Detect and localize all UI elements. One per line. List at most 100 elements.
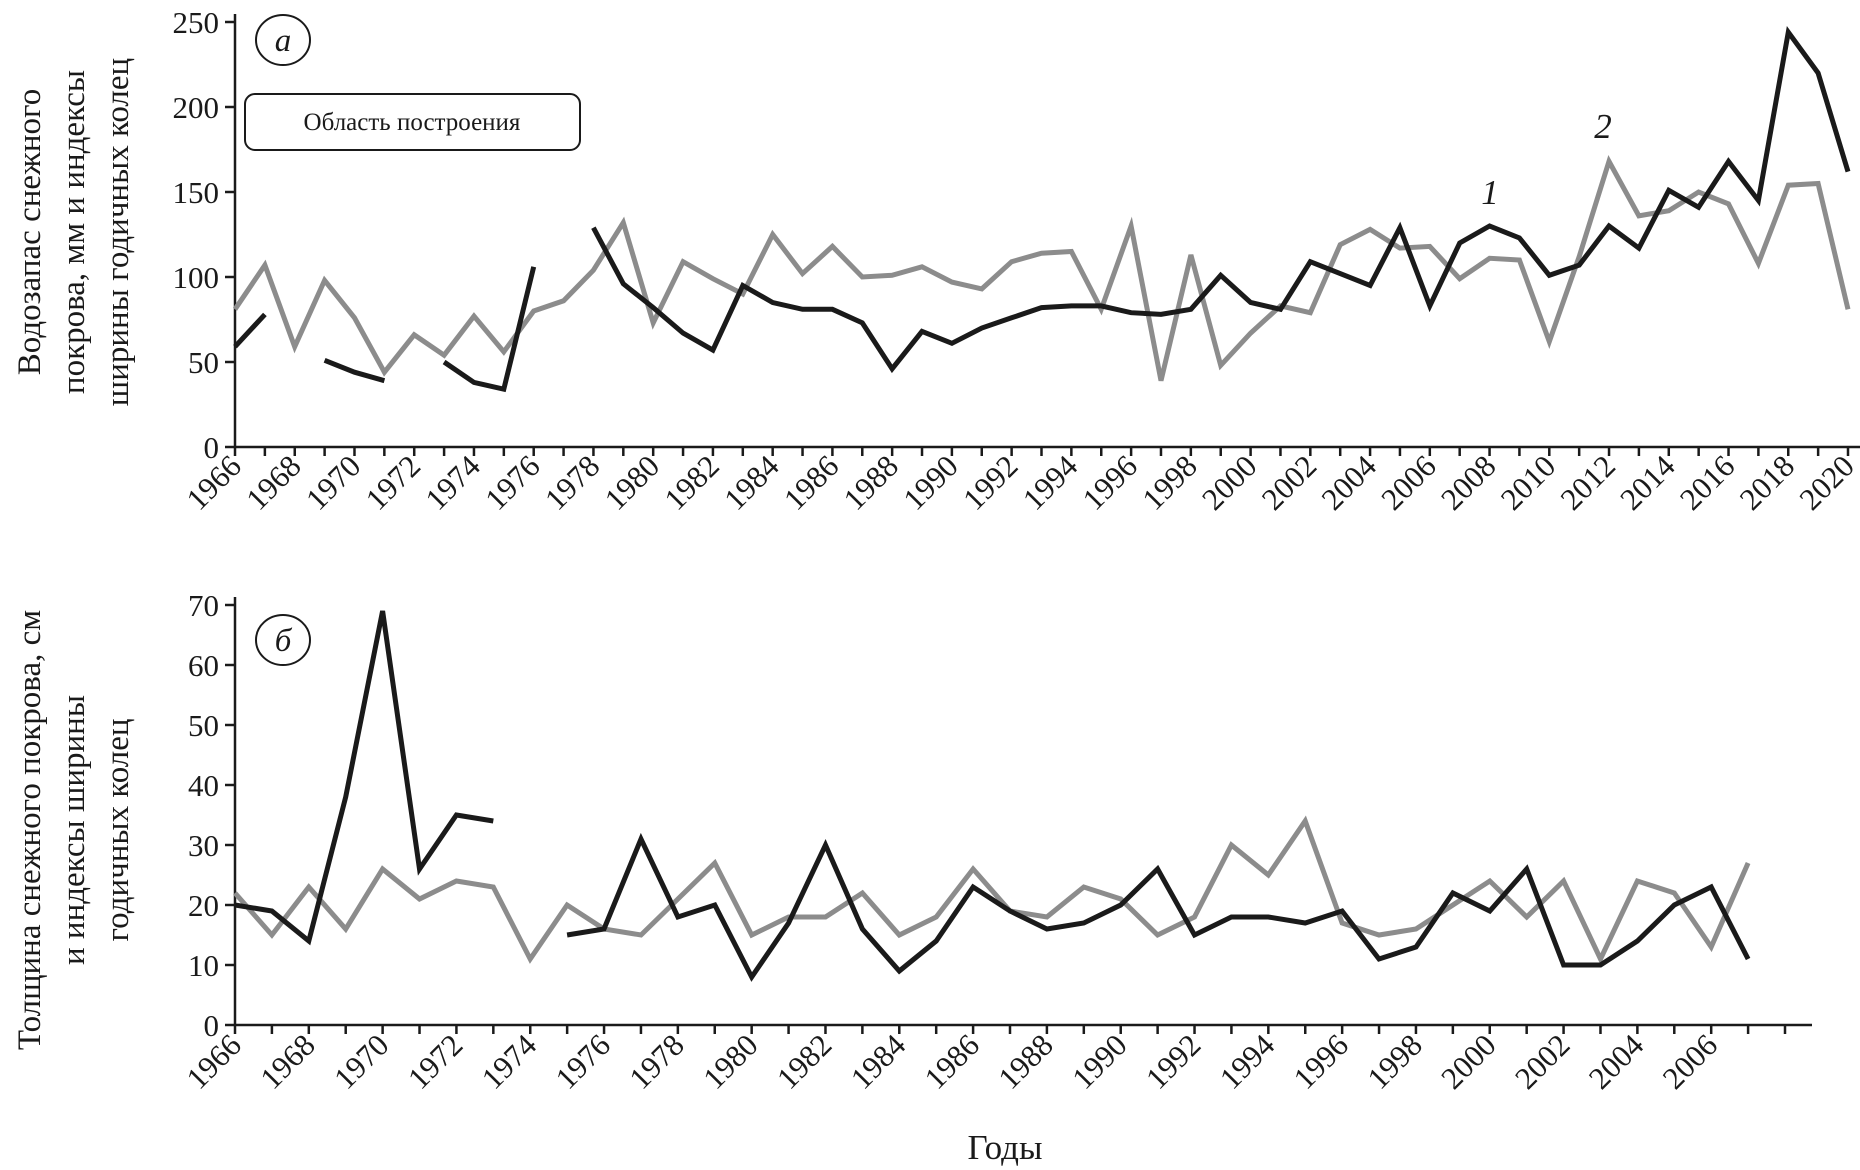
panel-b-y-label-line-3: годичных колец <box>100 718 136 941</box>
panel-b-y-tick-label: 40 <box>188 768 219 803</box>
panel-a-y-tick-label: 0 <box>204 430 220 465</box>
panel-a-x-tick-label: 2020 <box>1792 448 1860 517</box>
panel-a-x-tick-label: 1972 <box>359 448 428 517</box>
panel-a-y-tick-label: 200 <box>173 90 220 125</box>
panel-b-y-tick-label: 20 <box>188 888 219 923</box>
panel-a-x-tick-label: 1996 <box>1075 448 1144 517</box>
plot-area-tooltip: Область построения <box>244 93 581 151</box>
panel-b-x-tick-label: 1974 <box>475 1027 544 1096</box>
panel-a-letter-circle <box>255 14 311 66</box>
plot-area-tooltip-text: Область построения <box>304 109 521 136</box>
panel-a-y-tick-label: 100 <box>173 260 220 295</box>
panel-a-x-tick-label: 1986 <box>777 448 846 517</box>
panel-a-letter: а <box>255 14 311 66</box>
panel-a-x-tick-label: 1970 <box>299 448 368 517</box>
panel-b-y-ticks: 0 10 20 30 40 50 60 70 <box>188 588 235 1043</box>
panel-a-series-1-line <box>233 312 267 349</box>
panel-a-y-tick-label: 150 <box>173 175 220 210</box>
panel-b-x-tick-label: 1984 <box>844 1027 913 1096</box>
series-2-annotation: 2 <box>1594 107 1612 146</box>
panel-b-series-1-line <box>234 610 494 946</box>
panel-b-y-tick-label: 70 <box>188 588 219 623</box>
panel-a-x-tick-label: 1966 <box>179 448 248 517</box>
panel-b-y-tick-label: 50 <box>188 708 219 743</box>
panel-a-x-tick-label: 1990 <box>896 448 965 517</box>
panel-b-series-1-line <box>566 832 1751 982</box>
panel-a-y-ticks: 0 50 100 150 200 250 <box>173 5 235 465</box>
panel-a-y-tick-label: 50 <box>188 345 219 380</box>
panel-b-axes <box>233 597 1812 1027</box>
panel-b-x-tick-label: 1998 <box>1360 1027 1429 1096</box>
panel-b-letter-text: б <box>275 623 293 659</box>
panel-b-x-ticks: 1966 1968 1970 1972 1974 1976 1978 1980 1982 1984… <box>179 1025 1787 1096</box>
panel-b-y-tick-label: 60 <box>188 648 219 683</box>
panel-b-x-tick-label: 1982 <box>770 1027 839 1096</box>
panel-a-series-1-line <box>442 266 537 393</box>
panel-a-x-tick-label: 1998 <box>1135 448 1204 517</box>
x-axis-label: Годы <box>968 1128 1043 1167</box>
panel-b-x-tick-label: 1970 <box>327 1027 396 1096</box>
panel-b-y-label-line-1: Толщина снежного покрова, см <box>12 610 48 1050</box>
panel-a-x-tick-label: 1980 <box>598 448 667 517</box>
panel-a-x-tick-label: 2018 <box>1733 448 1802 517</box>
panel-b-x-tick-label: 1968 <box>253 1027 322 1096</box>
panel-a-x-tick-label: 1968 <box>239 448 308 517</box>
panel-a-y-tick-label: 250 <box>173 5 220 40</box>
panel-b-letter-circle <box>255 614 311 666</box>
panel-a-y-label-line-3: ширины годичных колец <box>100 58 136 406</box>
panel-b-x-tick-label: 1992 <box>1139 1027 1208 1096</box>
series-1-annotation: 1 <box>1481 173 1499 212</box>
panel-b-y-axis-label: Толщина снежного покрова, см и индексы ш… <box>12 610 136 1050</box>
panel-a-y-label-line-1: Водозапас снежного <box>12 89 48 375</box>
panel-b-chart: Толщина снежного покрова, см и индексы ш… <box>12 588 1812 1167</box>
panel-a-x-tick-label: 1988 <box>837 448 906 517</box>
panel-a-x-tick-label: 1974 <box>418 448 487 517</box>
panel-b-x-tick-label: 1994 <box>1213 1027 1282 1096</box>
panel-a-x-tick-label: 1978 <box>538 448 607 517</box>
panel-a-x-tick-label: 2008 <box>1434 448 1503 517</box>
panel-b-letter: б <box>255 614 311 666</box>
panel-a-x-tick-label: 2016 <box>1673 448 1742 517</box>
panel-a-chart: Водозапас снежного покрова, мм и индексы… <box>12 5 1860 517</box>
panel-b-series <box>233 610 1751 982</box>
panel-b-x-tick-label: 1972 <box>401 1027 470 1096</box>
panel-a-y-axis-label: Водозапас снежного покрова, мм и индексы… <box>12 58 136 406</box>
panel-a-x-tick-label: 2000 <box>1195 448 1264 517</box>
panel-b-y-label-line-2: и индексы ширины <box>56 695 92 965</box>
panel-a-x-tick-label: 1992 <box>956 448 1025 517</box>
panel-b-x-tick-label: 2004 <box>1582 1027 1651 1096</box>
panel-a-letter-text: а <box>275 23 292 59</box>
panel-a-x-tick-label: 2010 <box>1494 448 1563 517</box>
plot-area-tooltip-box <box>244 93 581 151</box>
panel-a-series-2-line <box>232 155 1851 382</box>
panel-a-y-label-line-2: покрова, мм и индексы <box>56 70 92 394</box>
panel-b-y-tick-label: 0 <box>204 1008 220 1043</box>
panel-b-x-tick-label: 1966 <box>179 1027 248 1096</box>
panel-b-x-tick-label: 1996 <box>1287 1027 1356 1096</box>
panel-b-x-tick-label: 1978 <box>622 1027 691 1096</box>
panel-a-series-1-line <box>591 25 1851 374</box>
panel-a-x-tick-label: 2006 <box>1374 448 1443 517</box>
panel-b-x-tick-label: 2006 <box>1656 1027 1725 1096</box>
panel-a-axes <box>233 14 1860 449</box>
panel-a-x-tick-label: 1982 <box>657 448 726 517</box>
panel-a-series <box>232 25 1851 393</box>
panel-a-x-tick-label: 1994 <box>1016 448 1085 517</box>
panel-a-x-tick-label: 2014 <box>1613 448 1682 517</box>
panel-b-x-tick-label: 2000 <box>1434 1027 1503 1096</box>
panel-b-x-tick-label: 1980 <box>696 1027 765 1096</box>
panel-b-x-tick-label: 1976 <box>548 1027 617 1096</box>
panel-a-x-tick-label: 1976 <box>478 448 547 517</box>
panel-b-x-tick-label: 1988 <box>991 1027 1060 1096</box>
panel-a-series-1-line <box>323 357 386 384</box>
panel-b-y-tick-label: 10 <box>188 948 219 983</box>
panel-a-x-tick-label: 2004 <box>1314 448 1383 517</box>
panel-a-x-ticks: 1966196819701972197419761978198019821984… <box>179 447 1860 517</box>
panel-b-x-tick-label: 1990 <box>1065 1027 1134 1096</box>
panel-a-x-tick-label: 2012 <box>1553 448 1622 517</box>
panel-a-x-tick-label: 2002 <box>1255 448 1324 517</box>
panel-b-x-tick-label: 1986 <box>917 1027 986 1096</box>
panel-b-y-tick-label: 30 <box>188 828 219 863</box>
panel-b-series-2-line <box>233 815 1751 965</box>
